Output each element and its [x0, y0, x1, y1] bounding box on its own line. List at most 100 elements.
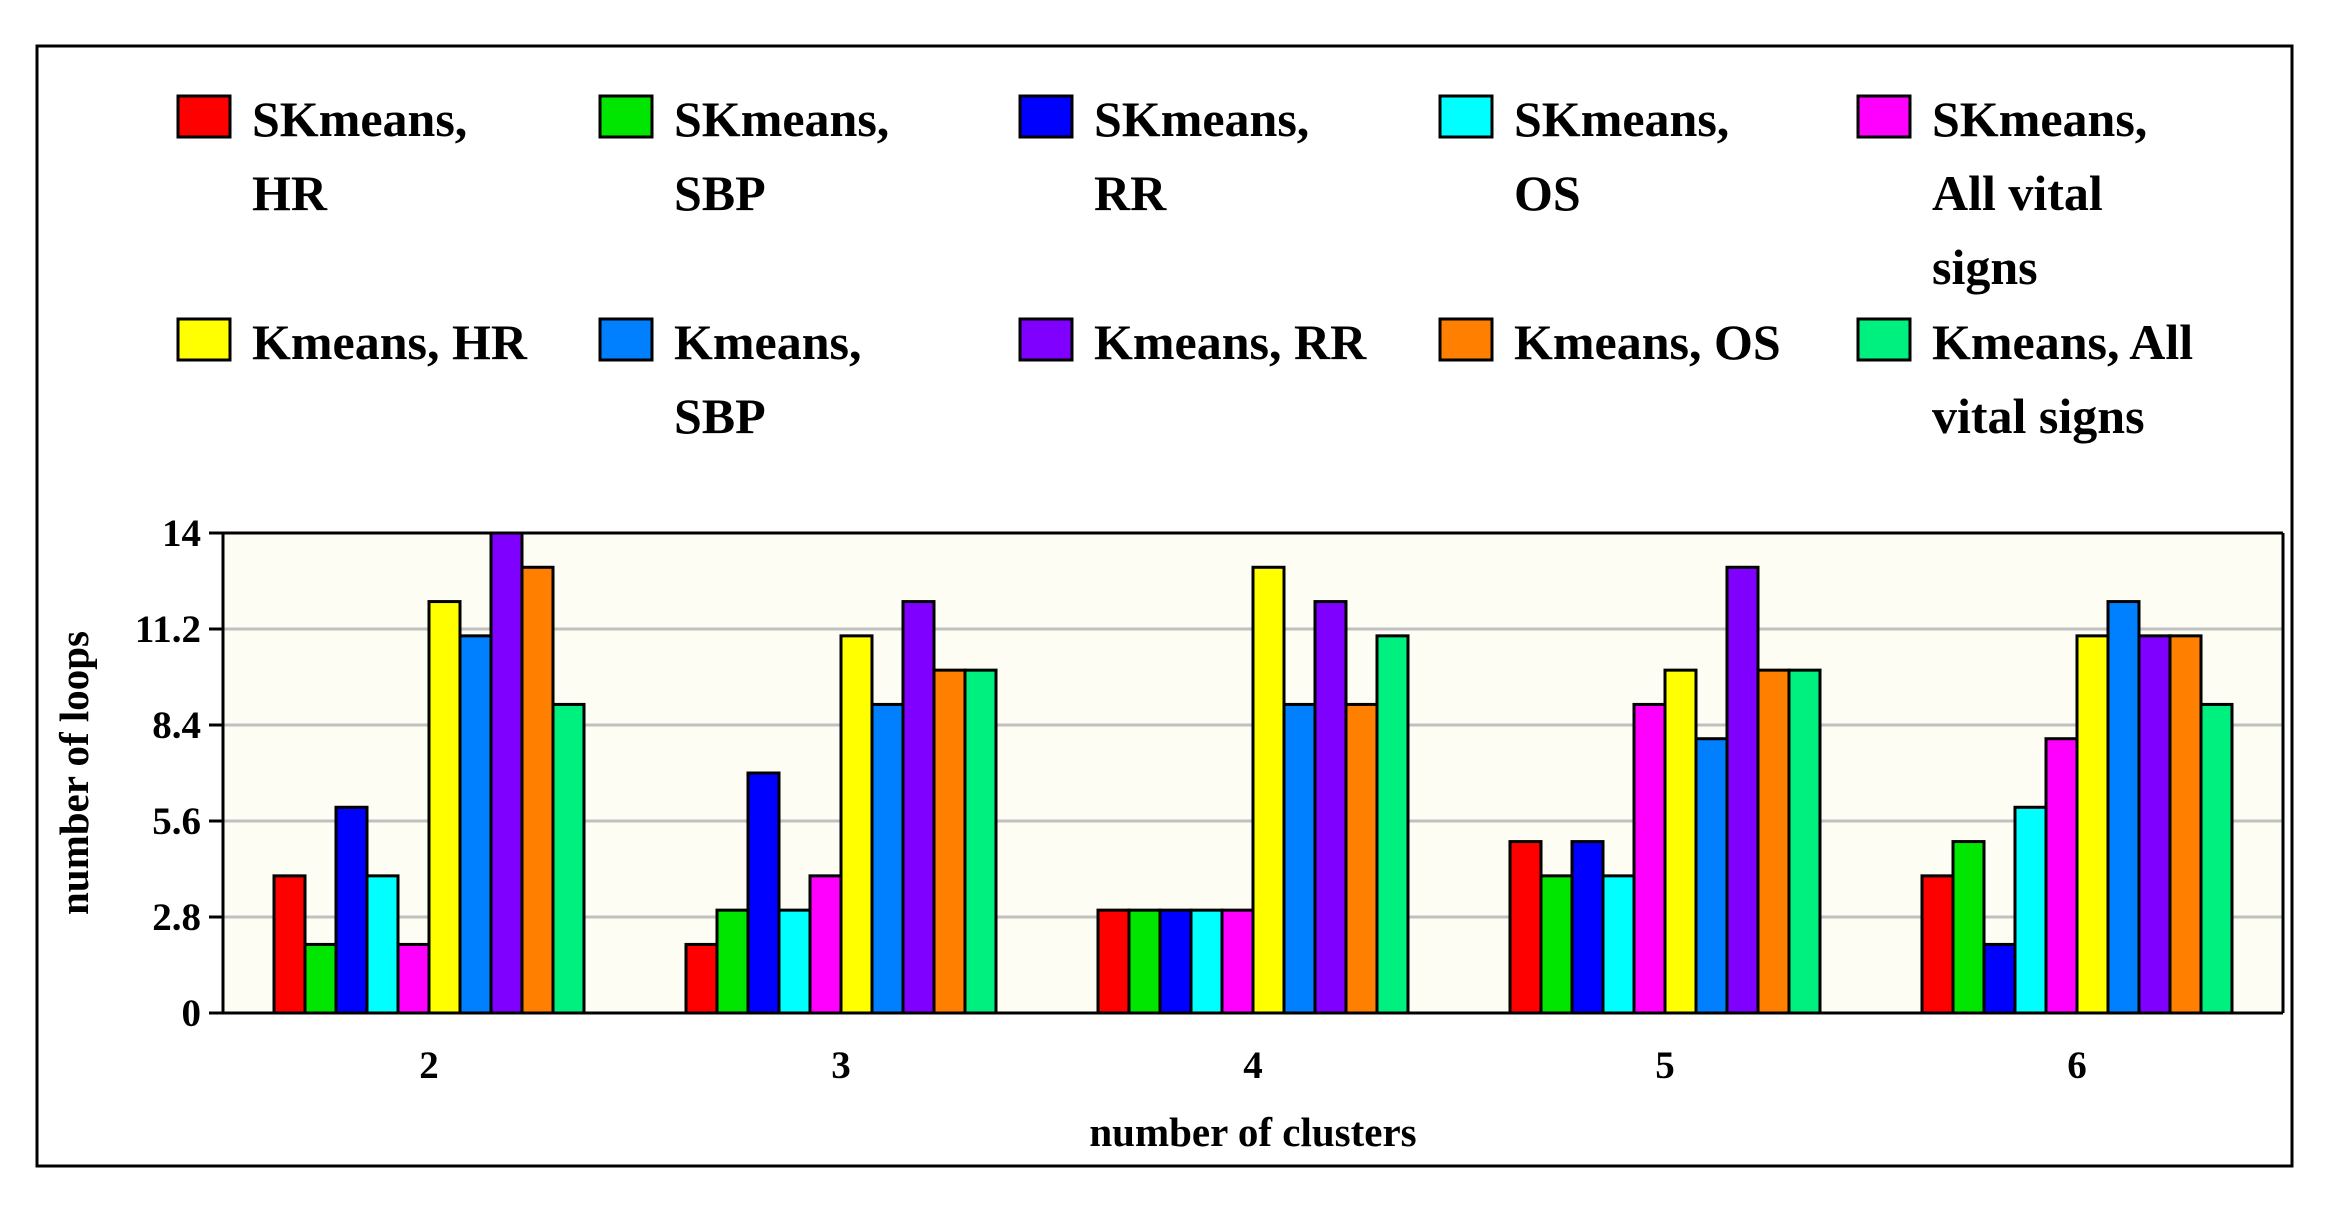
- x-tick-label: 6: [2067, 1044, 2087, 1087]
- legend-item: SKmeans, HR: [176, 91, 467, 221]
- legend-item: SKmeans, OS: [1438, 91, 1729, 221]
- bar-skmeans-rr-cat-5: [1570, 840, 1605, 1015]
- bar-skmeans-sbp-cat-3: [715, 908, 750, 1015]
- bar-skmeans-sbp-cat-2: [303, 942, 338, 1015]
- bar-skmeans-os-cat-4: [1189, 908, 1224, 1015]
- legend-item: Kmeans, RR: [1018, 314, 1367, 370]
- bar-kmeans-all-vital-signs-cat-5: [1787, 668, 1822, 1015]
- bar-skmeans-os-cat-5: [1601, 874, 1636, 1015]
- x-tick-label: 4: [1243, 1044, 1263, 1087]
- bar-skmeans-os-cat-3: [777, 908, 812, 1015]
- bar-skmeans-hr-cat-2: [272, 874, 307, 1015]
- x-axis-ticks: 2 3 4 5 6: [419, 1044, 2087, 1087]
- bar-skmeans-all-vital-signs-cat-4: [1220, 908, 1255, 1015]
- legend-label: Kmeans, HR: [252, 314, 528, 370]
- legend-label: vital signs: [1932, 388, 2145, 444]
- bar-kmeans-sbp-cat-4: [1282, 702, 1317, 1015]
- bar-kmeans-all-vital-signs-cat-4: [1375, 634, 1410, 1015]
- bar-kmeans-os-cat-6: [2168, 634, 2203, 1015]
- legend-label: SKmeans,: [1094, 91, 1309, 147]
- bar-kmeans-hr-cat-2: [427, 600, 462, 1015]
- bar-kmeans-os-cat-3: [932, 668, 967, 1015]
- bar-skmeans-all-vital-signs-cat-6: [2044, 737, 2079, 1015]
- bar-kmeans-sbp-cat-6: [2106, 600, 2141, 1015]
- legend-label: Kmeans, RR: [1094, 314, 1367, 370]
- legend-label: Kmeans, All: [1932, 314, 2193, 370]
- legend-item: SKmeans, SBP: [598, 91, 889, 221]
- bar-kmeans-sbp-cat-2: [458, 634, 493, 1015]
- legend-item: Kmeans, All vital signs: [1856, 314, 2193, 444]
- bar-skmeans-hr-cat-4: [1096, 908, 1131, 1015]
- legend-label: RR: [1094, 165, 1167, 221]
- legend-label: SBP: [674, 165, 766, 221]
- legend-label: Kmeans, OS: [1514, 314, 1781, 370]
- x-axis-title: number of clusters: [1089, 1109, 1416, 1155]
- bar-skmeans-rr-cat-3: [746, 771, 781, 1015]
- bar-skmeans-rr-cat-6: [1982, 942, 2017, 1015]
- y-tick-label: 2.8: [152, 896, 201, 939]
- bar-kmeans-all-vital-signs-cat-6: [2199, 702, 2234, 1015]
- legend-label: SKmeans,: [1932, 91, 2147, 147]
- bar-skmeans-sbp-cat-4: [1127, 908, 1162, 1015]
- y-tick-label: 8.4: [152, 704, 201, 747]
- bar-skmeans-os-cat-2: [365, 874, 400, 1015]
- bar-kmeans-rr-cat-3: [901, 600, 936, 1015]
- legend-label: SKmeans,: [252, 91, 467, 147]
- legend-swatch: [176, 317, 232, 362]
- legend-label: SBP: [674, 388, 766, 444]
- bar-skmeans-all-vital-signs-cat-5: [1632, 702, 1667, 1015]
- legend: SKmeans, HR SKmeans, SBP SKmeans, RR SKmeans, O…: [176, 91, 2193, 444]
- legend-label: HR: [252, 165, 328, 221]
- legend-swatch: [598, 94, 654, 139]
- x-tick-label: 2: [419, 1044, 439, 1087]
- legend-label: All vital: [1932, 165, 2103, 221]
- bar-kmeans-sbp-cat-3: [870, 702, 905, 1015]
- bar-kmeans-rr-cat-5: [1725, 565, 1760, 1015]
- legend-label: SKmeans,: [1514, 91, 1729, 147]
- bar-kmeans-rr-cat-6: [2137, 634, 2172, 1015]
- legend-label: OS: [1514, 165, 1581, 221]
- legend-swatch: [1018, 94, 1074, 139]
- legend-item: Kmeans, OS: [1438, 314, 1781, 370]
- legend-swatch: [598, 317, 654, 362]
- bar-kmeans-rr-cat-4: [1313, 600, 1348, 1015]
- bar-skmeans-rr-cat-4: [1158, 908, 1193, 1015]
- y-tick-label: 14: [162, 512, 201, 555]
- y-axis-ticks: 0 2.8 5.6 8.4 11.2 14: [135, 512, 223, 1035]
- bar-skmeans-hr-cat-6: [1920, 874, 1955, 1015]
- bar-kmeans-os-cat-2: [520, 565, 555, 1015]
- bar-kmeans-os-cat-4: [1344, 702, 1379, 1015]
- bar-skmeans-hr-cat-5: [1508, 840, 1543, 1015]
- bar-kmeans-os-cat-5: [1756, 668, 1791, 1015]
- legend-swatch: [176, 94, 232, 139]
- bar-skmeans-rr-cat-2: [334, 805, 369, 1015]
- legend-label: signs: [1932, 239, 2038, 295]
- legend-label: Kmeans,: [674, 314, 862, 370]
- y-tick-label: 11.2: [135, 608, 201, 651]
- bar-kmeans-hr-cat-6: [2075, 634, 2110, 1015]
- legend-swatch: [1018, 317, 1074, 362]
- bar-skmeans-all-vital-signs-cat-3: [808, 874, 843, 1015]
- legend-item: Kmeans, HR: [176, 314, 528, 370]
- legend-label: SKmeans,: [674, 91, 889, 147]
- legend-swatch: [1856, 317, 1912, 362]
- bar-kmeans-hr-cat-5: [1663, 668, 1698, 1015]
- bar-skmeans-sbp-cat-5: [1539, 874, 1574, 1015]
- legend-item: SKmeans, RR: [1018, 91, 1309, 221]
- bar-kmeans-rr-cat-2: [489, 531, 524, 1015]
- legend-item: Kmeans, SBP: [598, 314, 862, 444]
- x-tick-label: 3: [831, 1044, 851, 1087]
- bar-skmeans-os-cat-6: [2013, 805, 2048, 1015]
- y-axis-title: number of loops: [51, 631, 97, 915]
- legend-swatch: [1438, 94, 1494, 139]
- y-tick-label: 5.6: [152, 800, 201, 843]
- bar-skmeans-all-vital-signs-cat-2: [396, 942, 431, 1015]
- bar-kmeans-hr-cat-3: [839, 634, 874, 1015]
- legend-swatch: [1856, 94, 1912, 139]
- bar-skmeans-hr-cat-3: [684, 942, 719, 1015]
- x-tick-label: 5: [1655, 1044, 1675, 1087]
- y-tick-label: 0: [182, 992, 202, 1035]
- bar-kmeans-hr-cat-4: [1251, 565, 1286, 1015]
- legend-swatch: [1438, 317, 1494, 362]
